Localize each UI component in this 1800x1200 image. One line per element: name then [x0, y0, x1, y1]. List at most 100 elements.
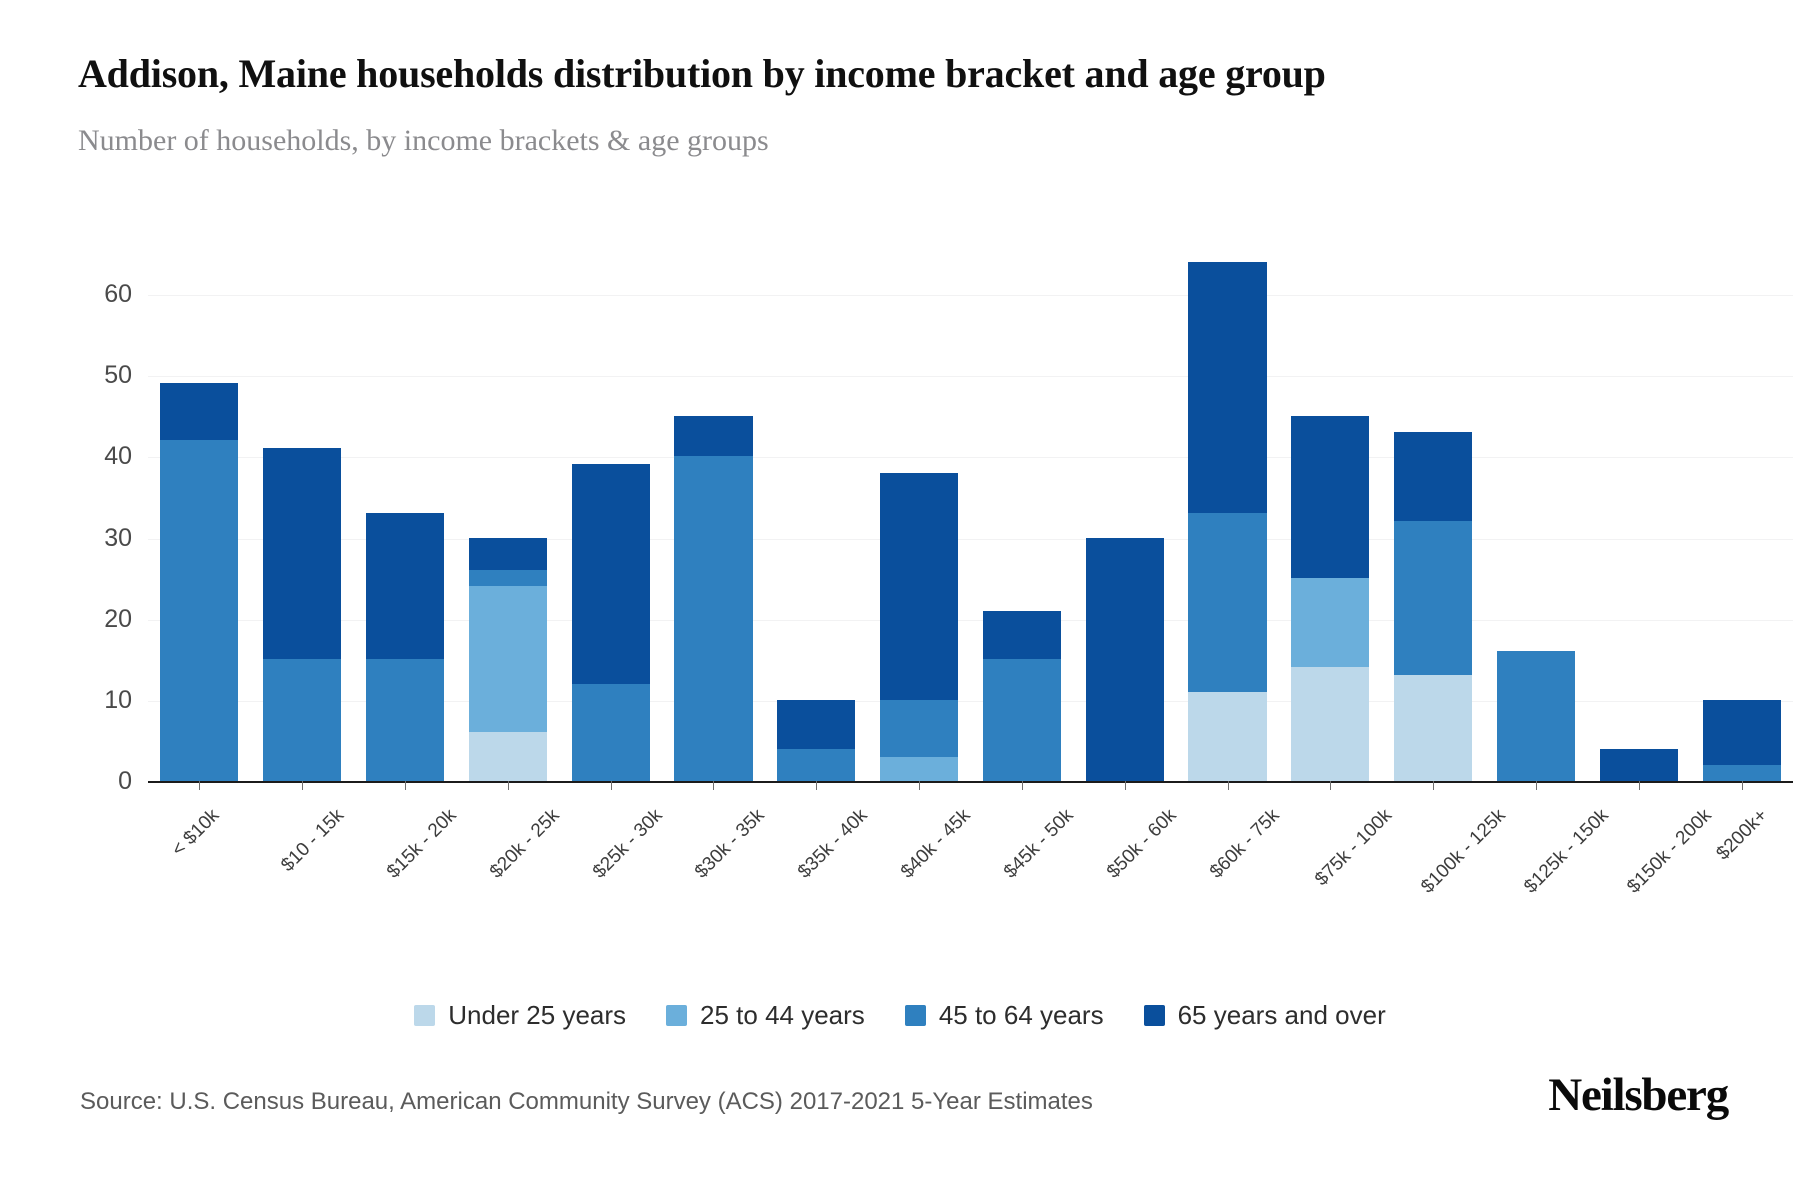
x-axis-tick-label: $200k+	[1712, 805, 1772, 865]
bar-segment[interactable]	[1085, 537, 1164, 781]
bar-segment[interactable]	[982, 610, 1061, 660]
bar-segment[interactable]	[1394, 432, 1473, 522]
bar-segment[interactable]	[160, 383, 239, 441]
gridline	[148, 295, 1793, 296]
x-axis-tick-label: $45k - 50k	[999, 805, 1078, 883]
bar-segment[interactable]	[1188, 691, 1267, 781]
bar-segment[interactable]	[674, 415, 753, 457]
bar-stack[interactable]	[777, 699, 856, 781]
x-axis-tick	[919, 781, 921, 790]
bar-segment[interactable]	[1394, 521, 1473, 676]
bar-segment[interactable]	[365, 659, 445, 781]
bar-stack[interactable]	[263, 448, 342, 781]
legend-item[interactable]: 25 to 44 years	[666, 1000, 865, 1031]
y-axis-tick-label: 20	[104, 604, 132, 633]
y-axis-tick-label: 30	[104, 523, 132, 552]
gridline	[148, 376, 1793, 378]
bar-segment[interactable]	[880, 472, 959, 700]
bar-segment[interactable]	[160, 440, 239, 781]
y-axis-tick-label: 50	[104, 361, 132, 390]
x-axis-tick-label: $10 - 15k	[277, 805, 349, 876]
bar-stack[interactable]	[674, 415, 753, 781]
bar-segment[interactable]	[982, 659, 1061, 781]
brand-logo: Neilsberg	[1548, 1069, 1729, 1121]
legend-item[interactable]: 45 to 64 years	[904, 1000, 1104, 1031]
bar-segment[interactable]	[880, 756, 959, 781]
bar-segment[interactable]	[1188, 261, 1267, 514]
legend-label: 65 years and over	[1177, 1000, 1386, 1030]
legend-label: 45 to 64 years	[938, 1000, 1104, 1030]
chart-header: Addison, Maine households distribution b…	[78, 48, 1638, 159]
bar-stack[interactable]	[468, 537, 547, 781]
bar-stack[interactable]	[365, 513, 445, 781]
x-axis-tick	[1741, 781, 1743, 790]
bar-segment[interactable]	[1394, 675, 1473, 781]
gridline	[148, 619, 1793, 621]
plot-area: 0 10 20 30 40 50 60 < $10k $10 - 15k $15k - 20k $…	[0, 255, 1800, 898]
x-axis-tick-label: $20k - 25k	[485, 805, 564, 883]
bar-segment[interactable]	[571, 464, 650, 684]
legend-swatch-icon	[666, 1005, 688, 1026]
bar-segment[interactable]	[880, 699, 959, 757]
y-axis-tick-label: 40	[104, 442, 132, 471]
bar-segment[interactable]	[1496, 651, 1576, 781]
bar-segment[interactable]	[468, 537, 547, 570]
bar-segment[interactable]	[1188, 513, 1267, 692]
bar-stack[interactable]	[1496, 651, 1576, 781]
bar-segment[interactable]	[1702, 764, 1781, 781]
legend-swatch-icon	[904, 1005, 926, 1026]
bar-stack[interactable]	[982, 610, 1061, 781]
bar-stack[interactable]	[1702, 699, 1781, 781]
bar-stack[interactable]	[1085, 537, 1164, 781]
chart-subtitle: Number of households, by income brackets…	[78, 123, 769, 157]
legend-item[interactable]: Under 25 years	[414, 1000, 626, 1031]
bar-stack[interactable]	[1291, 415, 1370, 781]
bar-stack[interactable]	[880, 472, 959, 781]
bar-segment[interactable]	[263, 659, 342, 781]
x-axis-tick-label: $100k - 125k	[1417, 805, 1510, 898]
bar-segment[interactable]	[365, 513, 445, 660]
y-axis-tick-label: 10	[104, 685, 132, 714]
bar-segment[interactable]	[263, 448, 342, 660]
bar-stack[interactable]	[1188, 261, 1267, 781]
bar-stack[interactable]	[1394, 432, 1473, 781]
x-axis-tick	[713, 781, 715, 790]
bar-segment[interactable]	[777, 699, 856, 749]
bars-container	[148, 255, 1793, 782]
x-axis-tick-label: $75k - 100k	[1311, 805, 1397, 891]
gridlines	[148, 255, 1793, 895]
bar-stack[interactable]	[1599, 748, 1678, 781]
x-axis-tick-label: $15k - 20k	[383, 805, 461, 883]
x-axis-tick	[302, 781, 304, 790]
bar-segment[interactable]	[468, 732, 547, 781]
x-axis-tick-label: $50k - 60k	[1102, 805, 1181, 883]
source-note: Source: U.S. Census Bureau, American Com…	[80, 1088, 1093, 1115]
x-axis-tick	[816, 781, 818, 790]
legend-item[interactable]: 65 years and over	[1143, 1000, 1386, 1031]
gridline	[148, 457, 1793, 459]
bar-segment[interactable]	[1291, 578, 1370, 668]
bar-segment[interactable]	[1291, 667, 1370, 781]
bar-segment[interactable]	[571, 683, 650, 781]
bar-stack[interactable]	[571, 464, 650, 781]
bar-segment[interactable]	[1702, 699, 1781, 765]
y-axis-tick-label: 60	[104, 280, 132, 308]
gridline	[148, 538, 1793, 540]
bar-segment[interactable]	[674, 456, 753, 781]
x-axis-tick	[405, 781, 407, 790]
x-axis-tick-label: < $10k	[168, 805, 224, 861]
x-axis-tick	[199, 781, 201, 790]
bar-segment[interactable]	[777, 748, 856, 781]
bar-segment[interactable]	[468, 586, 547, 733]
legend-label: 25 to 44 years	[700, 1000, 865, 1030]
x-axis-tick	[610, 781, 612, 790]
bar-stack[interactable]	[160, 383, 239, 781]
bar-segment[interactable]	[1599, 748, 1678, 781]
bar-segment[interactable]	[1291, 415, 1370, 579]
x-axis-tick-label: $125k - 150k	[1520, 805, 1613, 898]
x-axis-tick	[1124, 781, 1126, 790]
x-axis-tick-label: $150k - 200k	[1622, 805, 1716, 898]
x-axis-tick-label: $60k - 75k	[1205, 805, 1284, 883]
bar-segment[interactable]	[468, 569, 547, 587]
